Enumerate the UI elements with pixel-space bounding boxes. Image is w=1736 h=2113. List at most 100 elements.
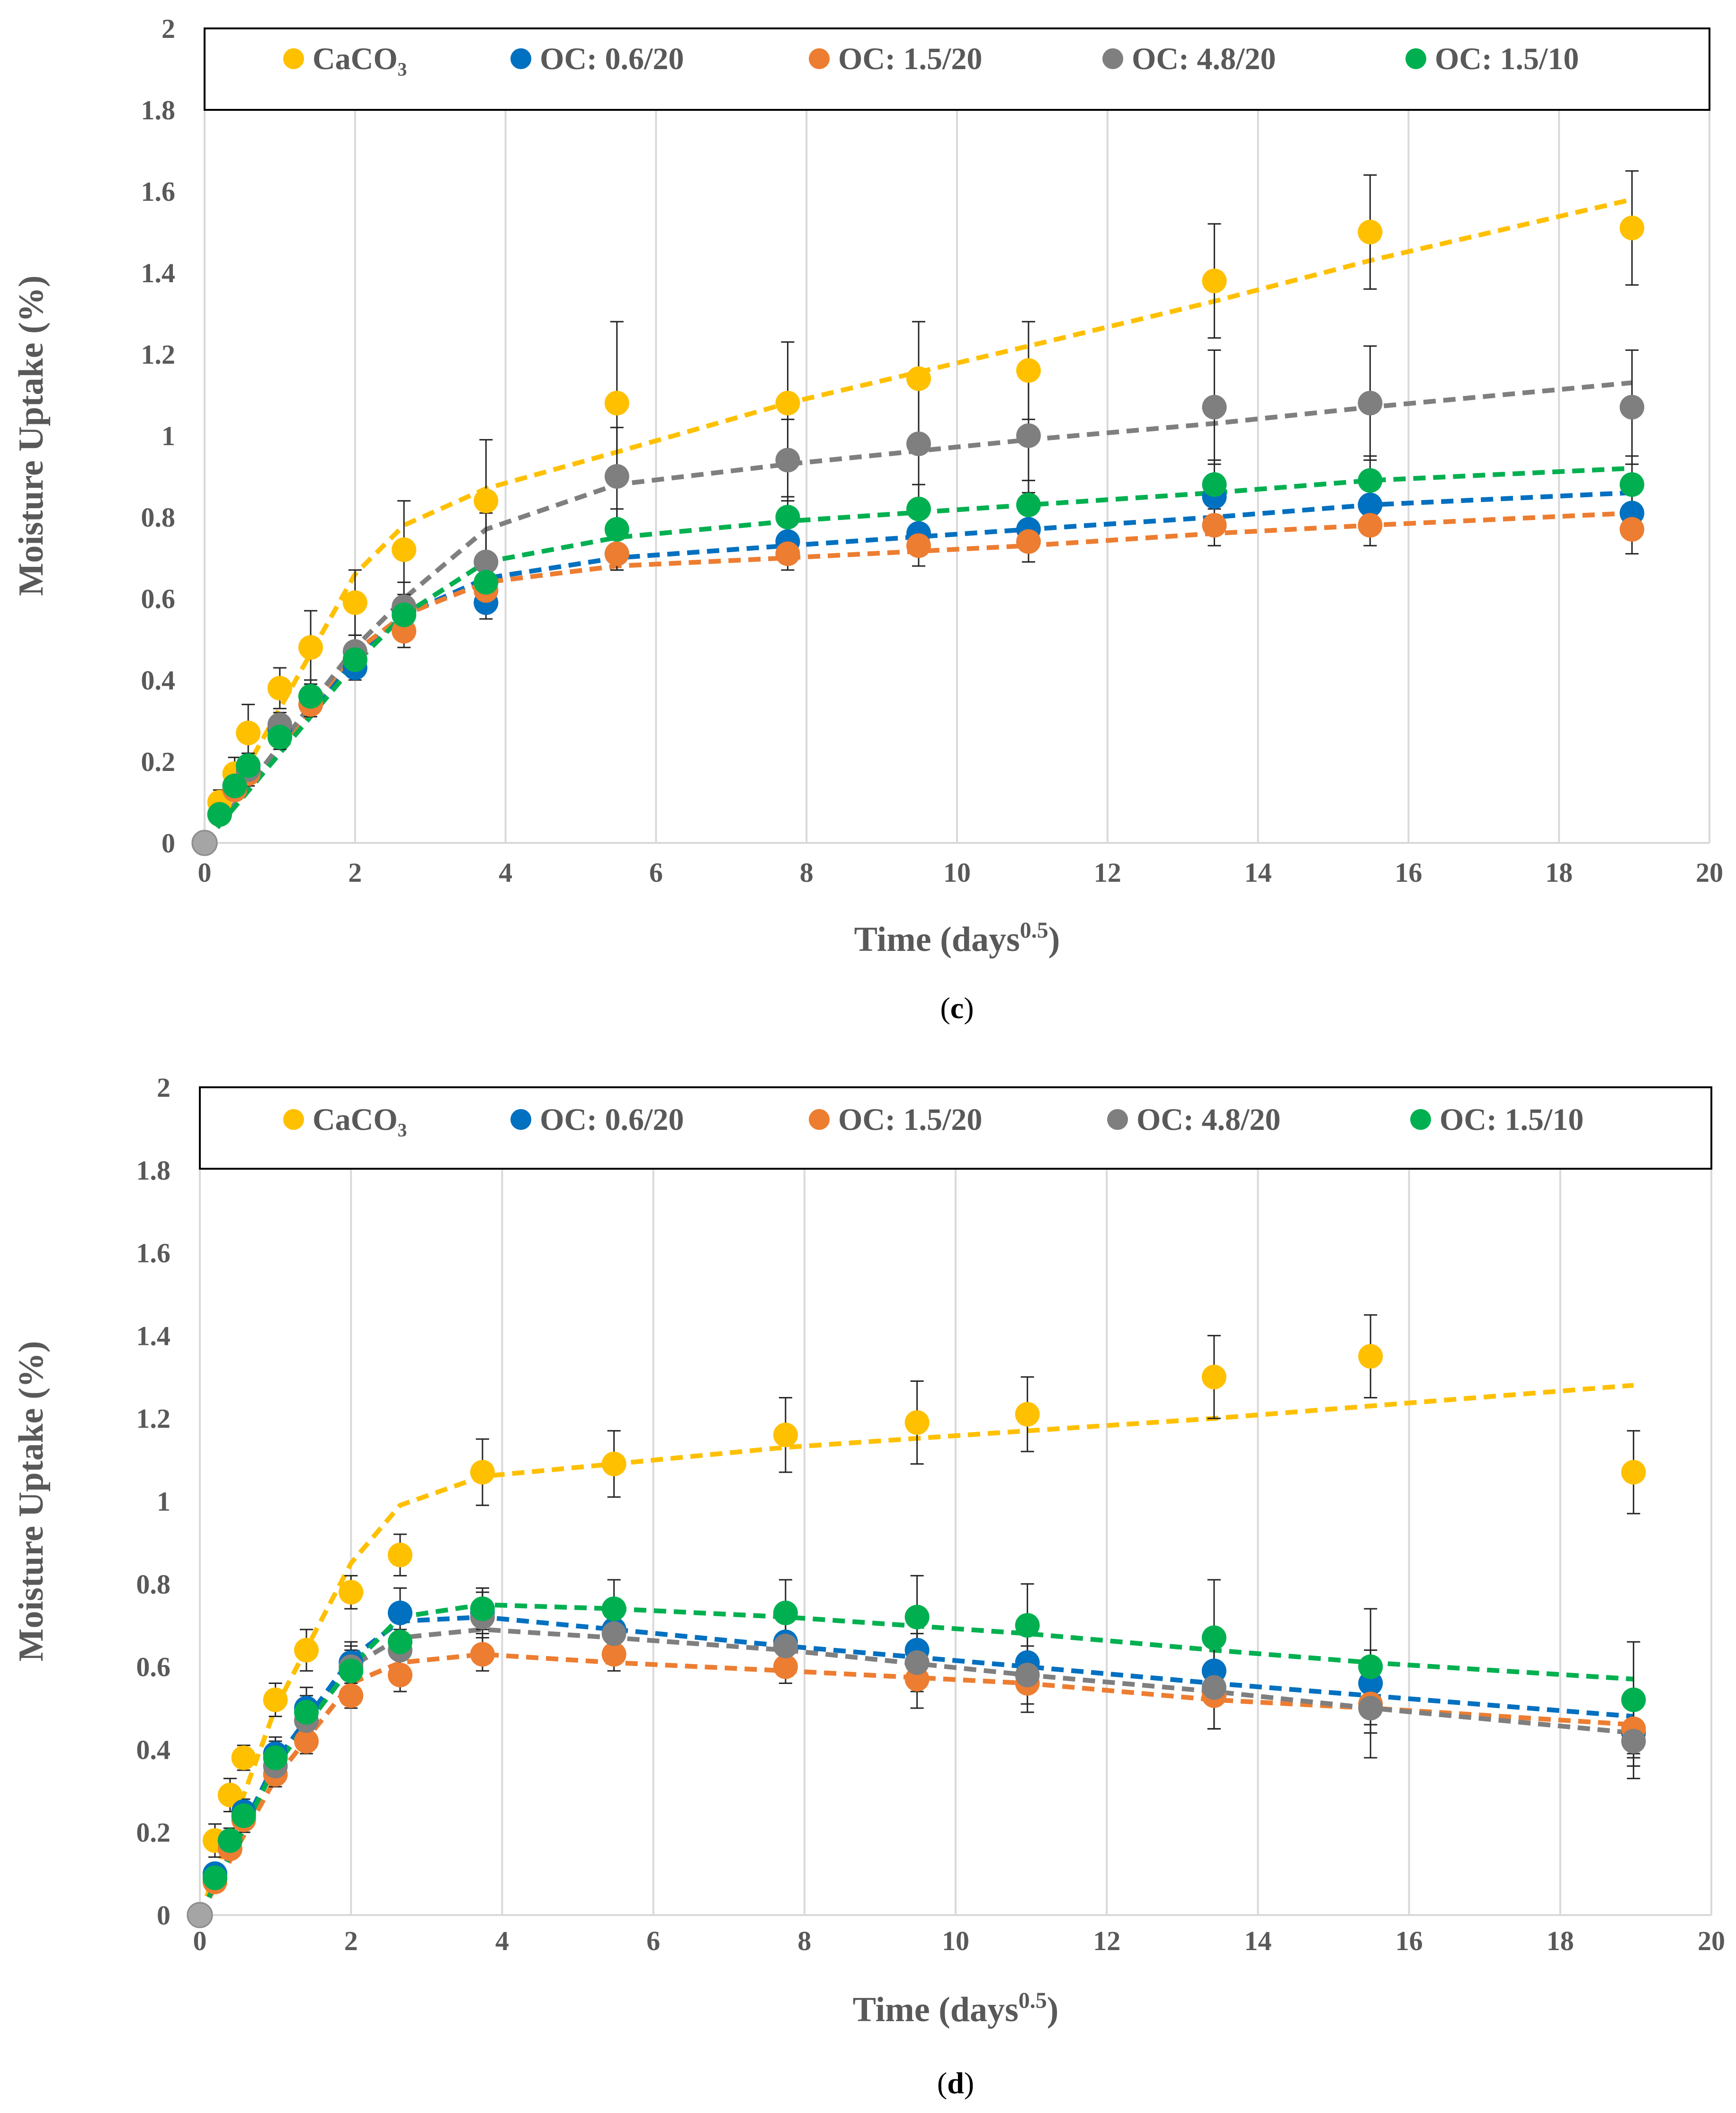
x-tick-label: 10 [943,857,971,888]
legend-label-caco: CaCO₃ [313,42,407,76]
point-oc-1-5-10 [1621,1687,1646,1712]
x-tick-label: 2 [348,857,362,888]
y-tick-label: 1 [161,421,175,451]
point-oc-1-5-10 [298,684,323,709]
point-caco [1358,1344,1383,1369]
trend-line-oc-0-6-20 [203,490,1632,845]
point-oc-1-5-10 [1015,1613,1040,1638]
legend: CaCO₃ OC: 0.6/20 OC: 1.5/20 OC: 4.8/20 OC: 1… [199,1086,1712,1170]
point-caco [904,1410,930,1435]
legend-marker-oc-1-5-20 [809,1109,830,1130]
legend-marker-caco [283,48,304,69]
point-oc-1-5-10 [906,496,931,521]
legend-marker-oc-1-5-10 [1405,48,1426,69]
legend-label-oc-0-6-20: OC: 0.6/20 [540,42,684,76]
point-oc-1-5-10 [1358,468,1383,493]
point-oc-1-5-10 [217,1828,242,1853]
point-oc-1-5-10 [773,1600,798,1625]
point-oc-1-5-10 [387,1630,412,1655]
y-axis-title: Moisture Uptake (%) [12,276,51,596]
x-tick-label: 16 [1395,857,1422,888]
legend-marker-oc-0-6-20 [510,1109,531,1130]
point-oc-1-5-10 [775,505,800,529]
x-tick-label: 6 [646,1925,660,1956]
legend-label-oc-1-5-20: OC: 1.5/20 [838,42,982,76]
y-tick-label: 0.8 [136,1569,171,1600]
point-oc-1-5-20 [601,1642,626,1667]
x-tick-label: 6 [649,857,663,888]
point-caco [339,1580,364,1605]
x-tick-label: 20 [1698,1925,1725,1956]
chart-panel-d: 0 2 4 6 8 10 12 14 16 18 20 0 0.2 0.4 0.6 0.8 1 1.2 1.4 1.6… [12,1072,1725,2100]
x-axis-title-superscript: 0.5 [1019,1988,1047,2013]
point-oc-1-5-20 [1620,517,1645,542]
panel-letter: d [947,2066,964,2100]
point-oc-1-5-10 [392,602,417,627]
y-tick-label: 1.2 [136,1403,171,1434]
legend-marker-oc-0-6-20 [510,48,531,69]
y-tick-label: 1.8 [136,1155,171,1186]
x-tick-label: 12 [1094,857,1121,888]
point-oc-0-6-20 [387,1600,412,1625]
y-tick-label: 0.2 [136,1817,171,1848]
point-oc-1-5-10 [604,517,629,542]
point-oc-1-5-20 [1016,529,1041,554]
y-tick-label: 0.4 [136,1734,171,1765]
x-tick-label: 18 [1547,1925,1574,1956]
panel-letter: c [950,991,964,1025]
point-caco [236,720,261,745]
y-tick-label: 2 [161,13,175,44]
x-tick-label: 20 [1696,857,1723,888]
point-caco [1202,269,1227,294]
legend-label-caco: CaCO₃ [313,1102,407,1137]
panel-label: (c) [940,991,974,1025]
legend-label-oc-4-8-20: OC: 4.8/20 [1132,42,1276,76]
point-oc-4-8-20 [904,1650,930,1675]
panel-label: (d) [937,2066,974,2100]
legend-box [204,27,1710,111]
legend-marker-oc-1-5-10 [1410,1109,1431,1130]
point-oc-1-5-10 [231,1803,256,1828]
point-caco [773,1423,798,1448]
tick-labels: 0 2 4 6 8 10 12 14 16 18 20 0 0.2 0.4 0.6 0.8 1 1.2 1.4 1.6… [141,13,1724,888]
chart-panel-c: 0 2 4 6 8 10 12 14 16 18 20 0 0.2 0.4 0.6 0.8 1 1.2 1.4 1.6… [12,13,1723,1025]
x-tick-label: 0 [198,857,212,888]
x-tick-label: 14 [1244,857,1272,888]
x-tick-label: 14 [1244,1925,1271,1956]
point-caco [1015,1402,1040,1427]
point-caco [342,590,367,615]
point-oc-4-8-20 [601,1621,626,1646]
point-caco [1201,1364,1226,1389]
y-tick-label: 1 [157,1486,170,1517]
x-tick-label: 4 [495,1925,509,1956]
trend-line-oc-1-5-10 [203,466,1632,845]
point-oc-1-5-10 [470,1596,495,1621]
point-oc-4-8-20 [1358,391,1383,416]
point-caco [1620,215,1645,241]
legend-label-oc-4-8-20: OC: 4.8/20 [1136,1102,1280,1137]
point-oc-1-5-20 [773,1654,798,1679]
point-oc-1-5-20 [604,541,629,566]
legend-marker-oc-4-8-20 [1102,48,1123,69]
legend-label-oc-0-6-20: OC: 0.6/20 [540,1102,684,1137]
point-caco [1621,1459,1646,1485]
point-oc-4-8-20 [1358,1696,1383,1720]
point-oc-1-5-10 [222,773,247,798]
data-points [187,1344,1646,1928]
y-tick-label: 0.4 [141,665,176,696]
y-tick-label: 2 [157,1072,170,1103]
point-oc-4-8-20 [1201,1675,1226,1700]
x-tick-label: 2 [344,1925,358,1956]
point-caco [392,537,417,562]
point-oc-0-6-20 [1358,492,1383,518]
y-tick-label: 0 [157,1900,170,1931]
point-caco [604,391,629,416]
y-tick-label: 1.2 [141,339,176,370]
point-oc-1-5-10 [236,753,261,778]
point-oc-4-8-20 [906,431,931,457]
legend-box [199,1086,1712,1170]
x-tick-label: 10 [942,1925,969,1956]
point-caco [263,1687,288,1712]
